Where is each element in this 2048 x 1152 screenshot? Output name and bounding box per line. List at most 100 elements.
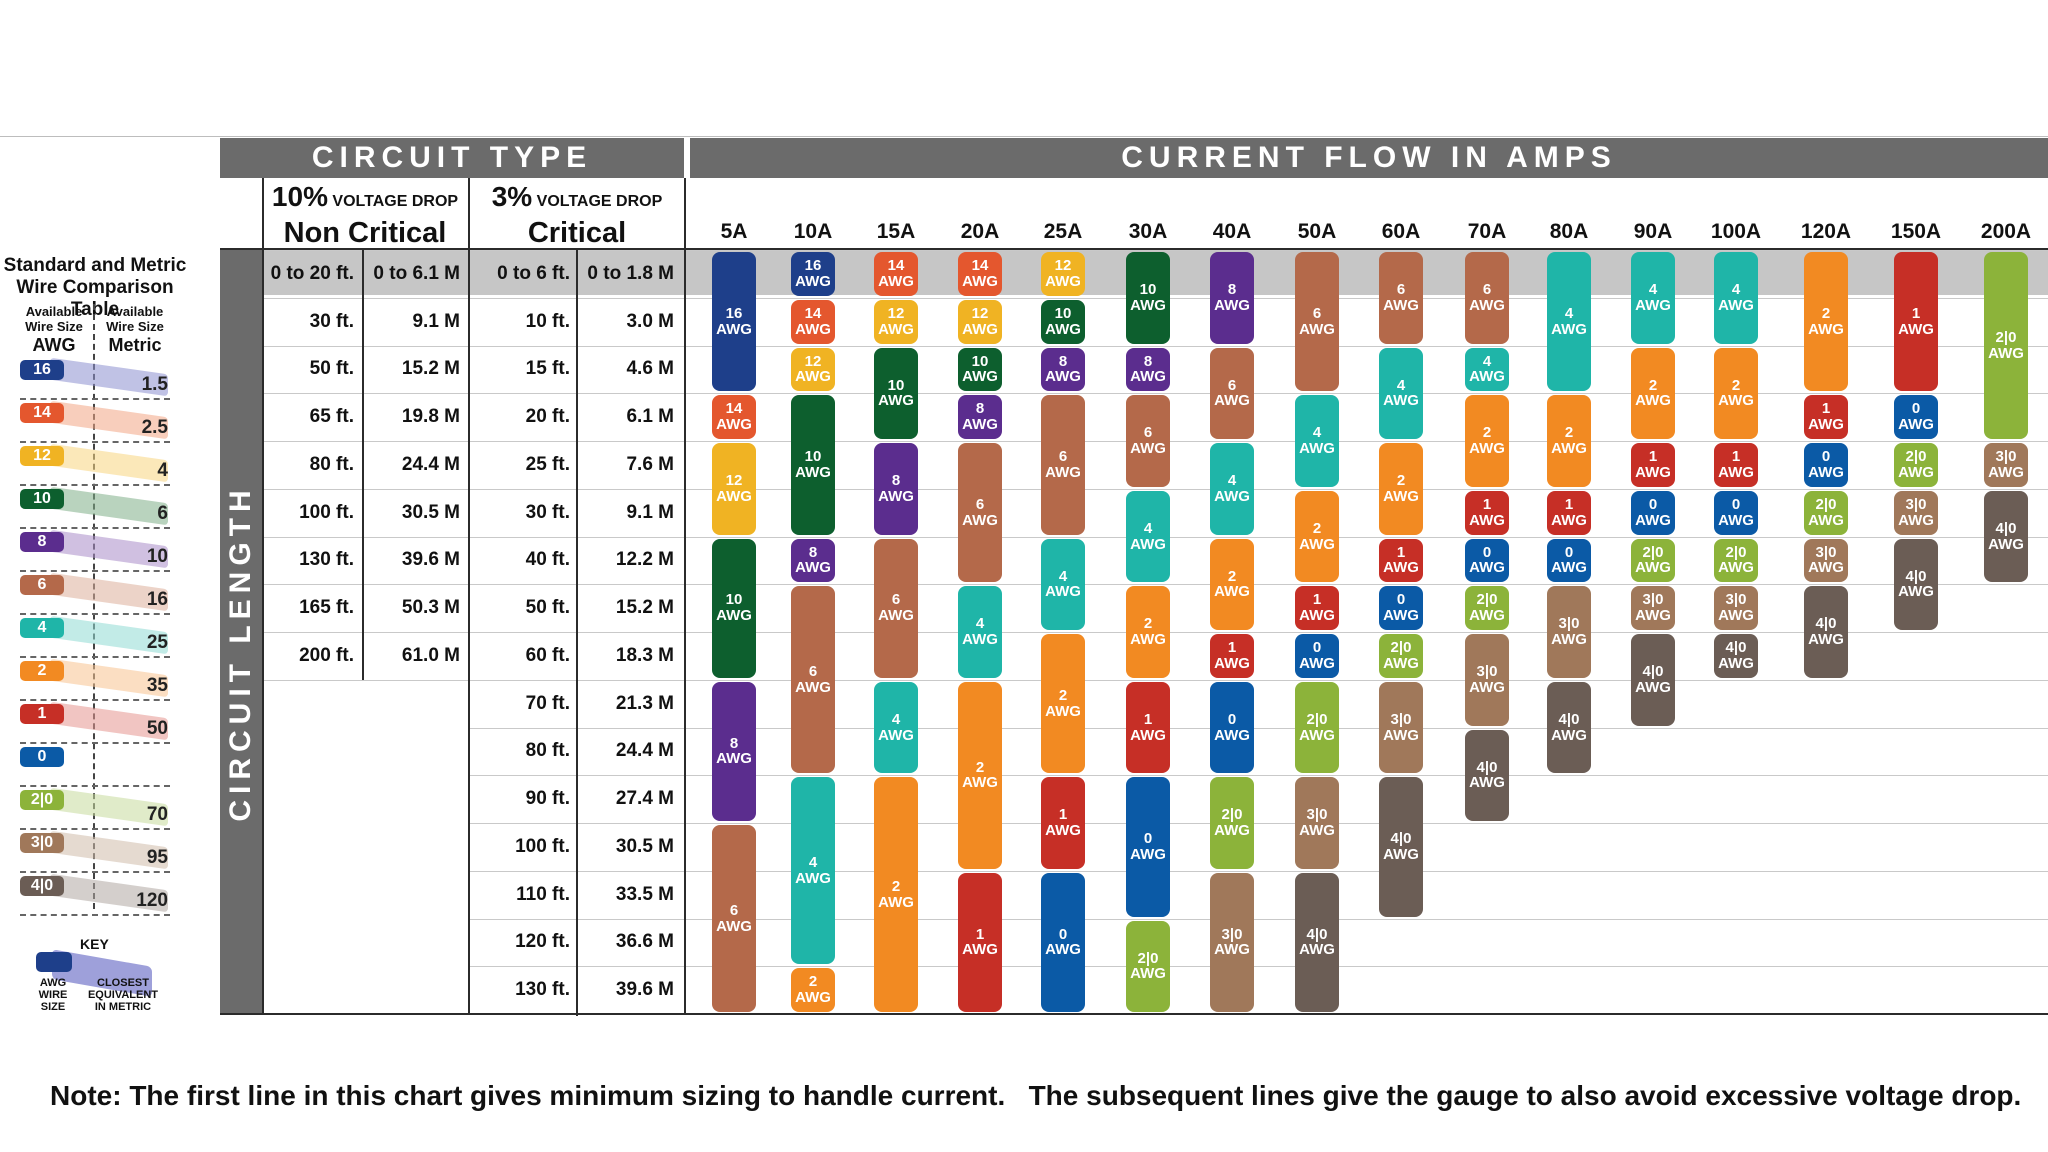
key-title: KEY (80, 936, 109, 952)
wire-unit: AWG (1898, 416, 1934, 434)
wire-gauge: 6 (1143, 424, 1153, 442)
wire-segment: 1 AWG (1295, 586, 1339, 630)
comparison-row: 0 (20, 747, 170, 787)
comparison-row: 12 4 (20, 443, 170, 486)
wire-gauge: 1 (1482, 495, 1492, 513)
wire-segment-label: 4|0 AWG (1383, 831, 1419, 863)
wire-segment: 2 AWG (1126, 586, 1170, 678)
wire-gauge: 4 (1564, 304, 1574, 322)
wire-segment: 6 AWG (1041, 395, 1085, 535)
wire-segment-label: 1 AWG (1635, 449, 1671, 481)
wire-gauge: 8 (808, 543, 818, 561)
wire-unit: AWG (1130, 440, 1166, 457)
wire-segment: 2|0 AWG (1804, 490, 1848, 535)
wire-gauge: 4 (1396, 376, 1406, 394)
row-line (262, 489, 2048, 490)
wire-segment-label: 4 AWG (1718, 282, 1754, 314)
noncritical-small: VOLTAGE DROP (332, 193, 459, 210)
metric-value: 25 (146, 632, 168, 653)
wire-segment: 4|0 AWG (1379, 777, 1423, 917)
wire-segment: 0 AWG (1295, 634, 1339, 678)
wire-unit: AWG (795, 678, 831, 696)
top-rule (0, 136, 2048, 137)
noncritical-feet: 80 ft. (309, 453, 354, 475)
wire-unit: AWG (1635, 463, 1671, 481)
wire-segment: 2 AWG (1041, 634, 1085, 774)
metric-value: 2.5 (141, 417, 168, 438)
wire-gauge: 1 (1564, 495, 1574, 513)
wire-segment-label: 0 AWG (1808, 449, 1844, 481)
wire-unit: AWG (1299, 822, 1335, 839)
wire-gauge: 1 (1312, 591, 1322, 609)
wire-gauge: 2|0 (1390, 639, 1412, 657)
wire-unit: AWG (716, 750, 752, 768)
wire-gauge: 4|0 (1995, 519, 2017, 537)
wire-segment: 0 AWG (1465, 538, 1509, 583)
wire-segment-label: 6 AWG (1130, 425, 1166, 457)
wire-segment-label: 12 AWG (878, 306, 914, 338)
wire-segment: 8 AWG (1126, 347, 1170, 392)
wire-gauge: 8 (1058, 352, 1068, 370)
wire-segment: 3|0 AWG (1894, 490, 1938, 535)
wire-unit: AWG (962, 320, 998, 338)
wire-gauge: 4 (1227, 472, 1237, 489)
wire-unit: AWG (1469, 440, 1505, 457)
row-divider (20, 484, 170, 486)
critical-feet: 80 ft. (525, 740, 570, 762)
wire-segment-label: 2|0 AWG (1635, 543, 1671, 577)
noncritical-percent: 10% (271, 181, 328, 212)
wire-segment-label: 2 AWG (1718, 377, 1754, 410)
critical-meters: 3.0 M (626, 310, 674, 332)
wire-unit: AWG (1635, 678, 1671, 696)
critical-meters: 24.4 M (615, 740, 674, 762)
wire-unit: AWG (1635, 511, 1671, 529)
critical-meters: 7.6 M (626, 453, 674, 475)
wire-segment-label: 4 AWG (1130, 520, 1166, 553)
wire-segment-label: 2 AWG (1299, 520, 1335, 553)
noncritical-feet: 100 ft. (299, 501, 354, 523)
wire-unit: AWG (1299, 607, 1335, 625)
wire-segment: 6 AWG (1379, 252, 1423, 344)
comparison-title: Standard and Metric Wire Comparison Tabl… (0, 255, 190, 321)
wire-segment: 0 AWG (1804, 443, 1848, 487)
awg-pill: 1 (20, 704, 64, 724)
critical-feet: 70 ft. (525, 692, 570, 714)
wire-gauge: 4|0 (1390, 830, 1412, 848)
wire-unit: AWG (1808, 631, 1844, 648)
wire-gauge: 2|0 (1995, 328, 2017, 346)
wire-segment: 2 AWG (1804, 252, 1848, 392)
wire-unit: AWG (1551, 559, 1587, 577)
wire-segment-label: 10 AWG (716, 592, 752, 624)
wire-unit: AWG (878, 893, 914, 911)
noncritical-meters: 0 to 6.1 M (373, 262, 460, 284)
wire-unit: AWG (1718, 654, 1754, 672)
wire-segment-label: 4 AWG (1299, 425, 1335, 457)
wire-segment: 2 AWG (1295, 490, 1339, 583)
wire-unit: AWG (1130, 845, 1166, 863)
wire-segment-label: 1 AWG (1469, 497, 1505, 529)
wire-gauge: 10 (1054, 304, 1072, 322)
wire-segment-label: 1 AWG (1898, 306, 1934, 338)
wire-gauge: 8 (891, 472, 901, 489)
wire-gauge: 3|0 (1642, 591, 1664, 609)
wire-gauge: 16 (725, 304, 743, 322)
wire-segment: 12 AWG (1041, 252, 1085, 296)
wire-segment: 4|0 AWG (1804, 586, 1848, 678)
wire-segment-label: 2|0 AWG (1898, 449, 1934, 481)
wire-segment: 8 AWG (712, 681, 756, 821)
wire-unit: AWG (1045, 583, 1081, 601)
key-left-line1: AWG (39, 977, 67, 989)
wire-segment: 1 AWG (1210, 634, 1254, 678)
wire-unit: AWG (1898, 583, 1934, 601)
wire-segment: 1 AWG (1041, 777, 1085, 869)
row-line (262, 584, 2048, 585)
wire-segment-label: 8 AWG (1130, 353, 1166, 386)
wire-gauge: 0 (1482, 543, 1492, 561)
wire-unit: AWG (1214, 296, 1250, 314)
comparison-row: 10 6 (20, 486, 170, 529)
wire-unit: AWG (1988, 463, 2024, 481)
wire-unit: AWG (1214, 941, 1250, 959)
wire-gauge: 2|0 (1642, 543, 1664, 561)
awg-col-line2: Wire Size (25, 319, 83, 334)
wire-segment-label: 4 AWG (1469, 353, 1505, 386)
